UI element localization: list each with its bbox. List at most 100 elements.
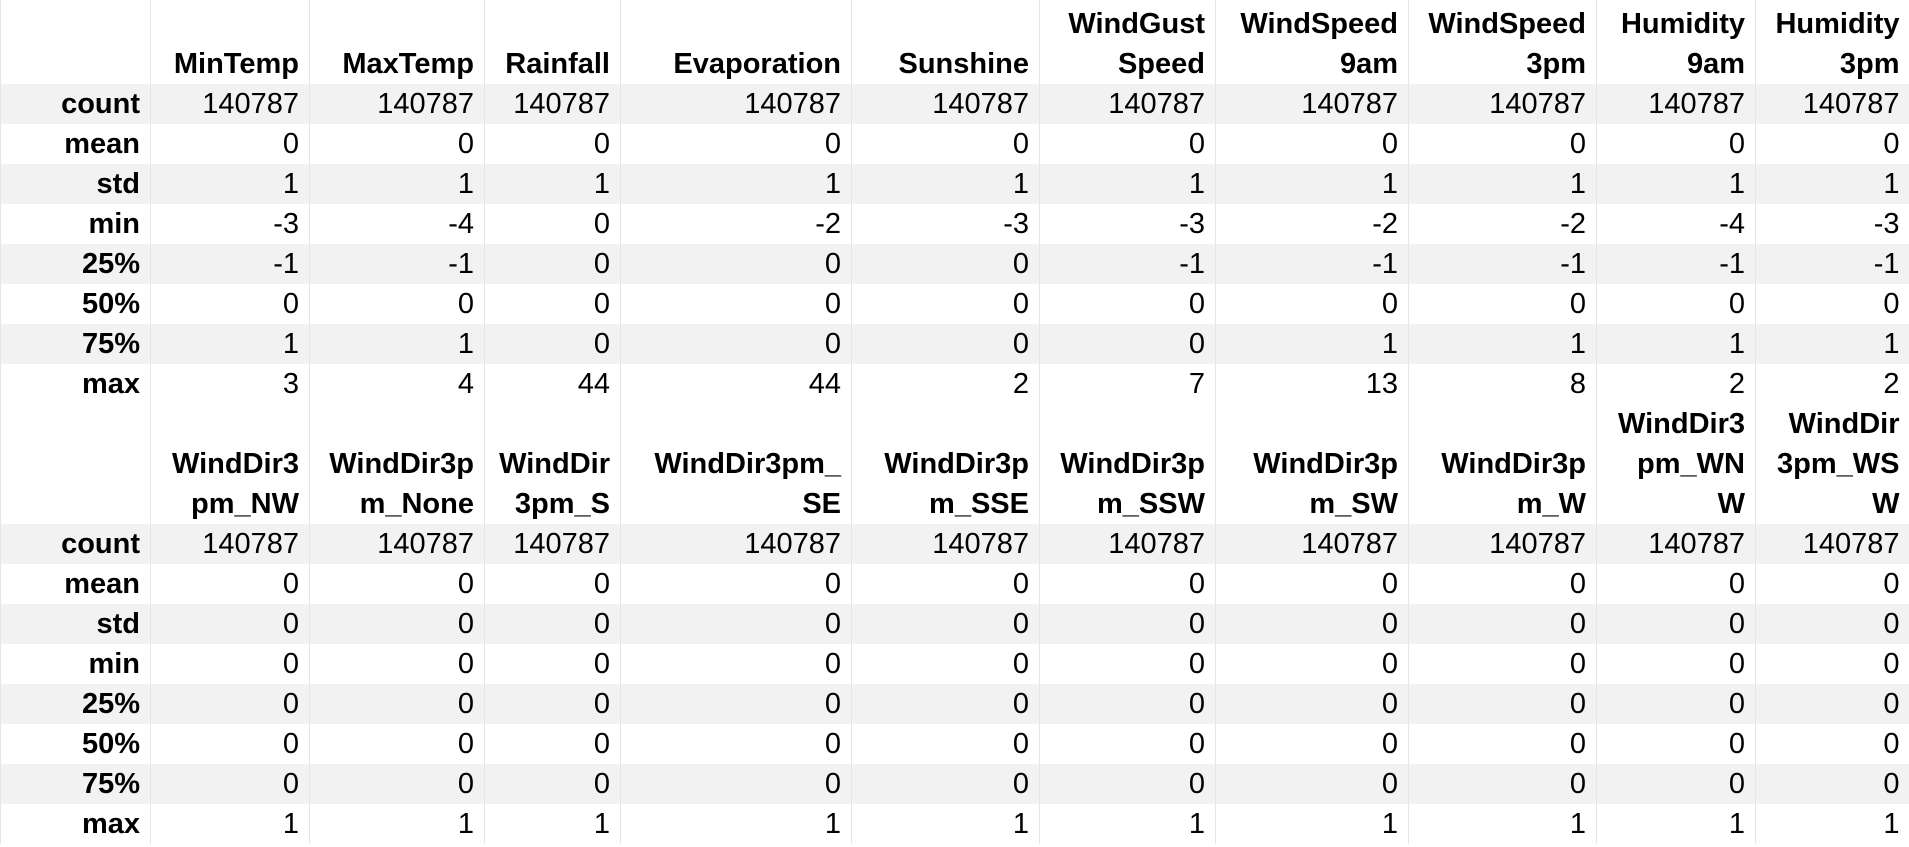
table-cell: -4 <box>309 204 485 244</box>
table-cell: 0 <box>1408 604 1597 644</box>
table-cell: 0 <box>1039 644 1216 684</box>
table-cell: 1 <box>1039 164 1216 204</box>
column-header-line: Sunshine <box>898 48 1029 80</box>
table-cell: 0 <box>851 324 1040 364</box>
table-cell: 0 <box>620 324 852 364</box>
table-cell: 0 <box>1596 644 1756 684</box>
column-header: WindDir3 pm_WN W <box>1596 404 1756 524</box>
table-cell: 0 <box>484 684 621 724</box>
table-cell: -2 <box>1408 204 1597 244</box>
table-cell: 1 <box>620 804 852 844</box>
table-cell: 1 <box>1596 324 1756 364</box>
table-row: min -3 -4 0 -2 -3 -3 -2 -2 -4 -3 <box>0 204 1909 244</box>
table-cell: 0 <box>1755 724 1909 764</box>
table-cell: 1 <box>851 164 1040 204</box>
table-cell: 0 <box>1755 644 1909 684</box>
row-label: min <box>0 204 151 244</box>
table-cell: -2 <box>620 204 852 244</box>
table-cell: 1 <box>1215 324 1409 364</box>
table-cell: 44 <box>620 364 852 404</box>
row-label: 50% <box>0 284 151 324</box>
table-row: std 1 1 1 1 1 1 1 1 1 1 <box>0 164 1909 204</box>
column-header-line: pm_NW <box>191 488 299 520</box>
column-header-line: WindDir3 <box>1617 408 1745 440</box>
table-row: 75% 1 1 0 0 0 0 1 1 1 1 <box>0 324 1909 364</box>
column-header-line: WindGust <box>1068 8 1205 40</box>
table-cell: 0 <box>1408 724 1597 764</box>
column-header: WindDir3p m_W <box>1408 404 1597 524</box>
row-label: count <box>0 84 151 124</box>
table-cell: 1 <box>309 324 485 364</box>
table-row: max 3 4 44 44 2 7 13 8 2 2 <box>0 364 1909 404</box>
table-cell: 0 <box>851 724 1040 764</box>
column-header: WindDir3p m_SSW <box>1039 404 1216 524</box>
table-cell: 140787 <box>1596 84 1756 124</box>
column-header-line: m_W <box>1516 488 1586 520</box>
table-cell: 8 <box>1408 364 1597 404</box>
table-cell: 0 <box>1596 564 1756 604</box>
table-row: count 140787 140787 140787 140787 140787 14078… <box>0 84 1909 124</box>
table-cell: 0 <box>620 684 852 724</box>
table-cell: 0 <box>484 644 621 684</box>
table-cell: 0 <box>309 724 485 764</box>
column-header-line: Evaporation <box>673 48 841 80</box>
table-cell: 0 <box>1039 764 1216 804</box>
table-cell: 0 <box>1755 284 1909 324</box>
column-header: Humidity 9am <box>1596 0 1756 84</box>
table-cell: 0 <box>620 764 852 804</box>
table-cell: 0 <box>1596 124 1756 164</box>
table-cell: 0 <box>620 124 852 164</box>
table-cell: 1 <box>309 164 485 204</box>
column-header-line: WindDir3p <box>884 448 1029 480</box>
row-label: mean <box>0 564 151 604</box>
table-cell: 140787 <box>150 84 310 124</box>
table-cell: 140787 <box>1408 524 1597 564</box>
table-cell: 0 <box>309 604 485 644</box>
column-header-line: WindSpeed <box>1240 8 1398 40</box>
table-cell: 1 <box>309 804 485 844</box>
table-cell: 0 <box>851 284 1040 324</box>
column-header: WindDir3p m_SW <box>1215 404 1409 524</box>
table-cell: 0 <box>484 724 621 764</box>
table-cell: 2 <box>1596 364 1756 404</box>
column-header-line: MaxTemp <box>342 48 474 80</box>
column-header-line: WindSpeed <box>1428 8 1586 40</box>
table-cell: 140787 <box>484 524 621 564</box>
table-cell: 0 <box>309 764 485 804</box>
table-cell: 0 <box>309 284 485 324</box>
table-cell: -3 <box>1039 204 1216 244</box>
table-cell: 0 <box>150 604 310 644</box>
table-cell: 1 <box>1215 804 1409 844</box>
table-cell: -3 <box>150 204 310 244</box>
column-header: WindSpeed 9am <box>1215 0 1409 84</box>
table-cell: 0 <box>851 244 1040 284</box>
table-cell: 0 <box>1215 684 1409 724</box>
column-header: WindDir 3pm_S <box>484 404 621 524</box>
table-cell: 0 <box>851 604 1040 644</box>
table-cell: 140787 <box>620 84 852 124</box>
table-cell: -2 <box>1215 204 1409 244</box>
table-cell: 1 <box>150 804 310 844</box>
table-cell: 140787 <box>1755 524 1909 564</box>
table-cell: 140787 <box>1755 84 1909 124</box>
column-header-line: W <box>1717 488 1745 520</box>
column-header-line: m_SSE <box>929 488 1029 520</box>
table-cell: 44 <box>484 364 621 404</box>
table-cell: 140787 <box>309 524 485 564</box>
table-cell: 0 <box>1596 684 1756 724</box>
column-header-line: Humidity <box>1775 8 1900 40</box>
table-cell: -1 <box>1408 244 1597 284</box>
table-cell: 1 <box>484 164 621 204</box>
table-cell: 0 <box>484 604 621 644</box>
table-cell: 0 <box>1408 764 1597 804</box>
column-header-line: m_SSW <box>1097 488 1205 520</box>
table-cell: 0 <box>1215 644 1409 684</box>
table-cell: 0 <box>1039 564 1216 604</box>
table-cell: 0 <box>1039 324 1216 364</box>
table-cell: 0 <box>1039 684 1216 724</box>
table-row: mean 0 0 0 0 0 0 0 0 0 0 <box>0 564 1909 604</box>
row-label: 75% <box>0 764 151 804</box>
column-header: WindGust Speed <box>1039 0 1216 84</box>
